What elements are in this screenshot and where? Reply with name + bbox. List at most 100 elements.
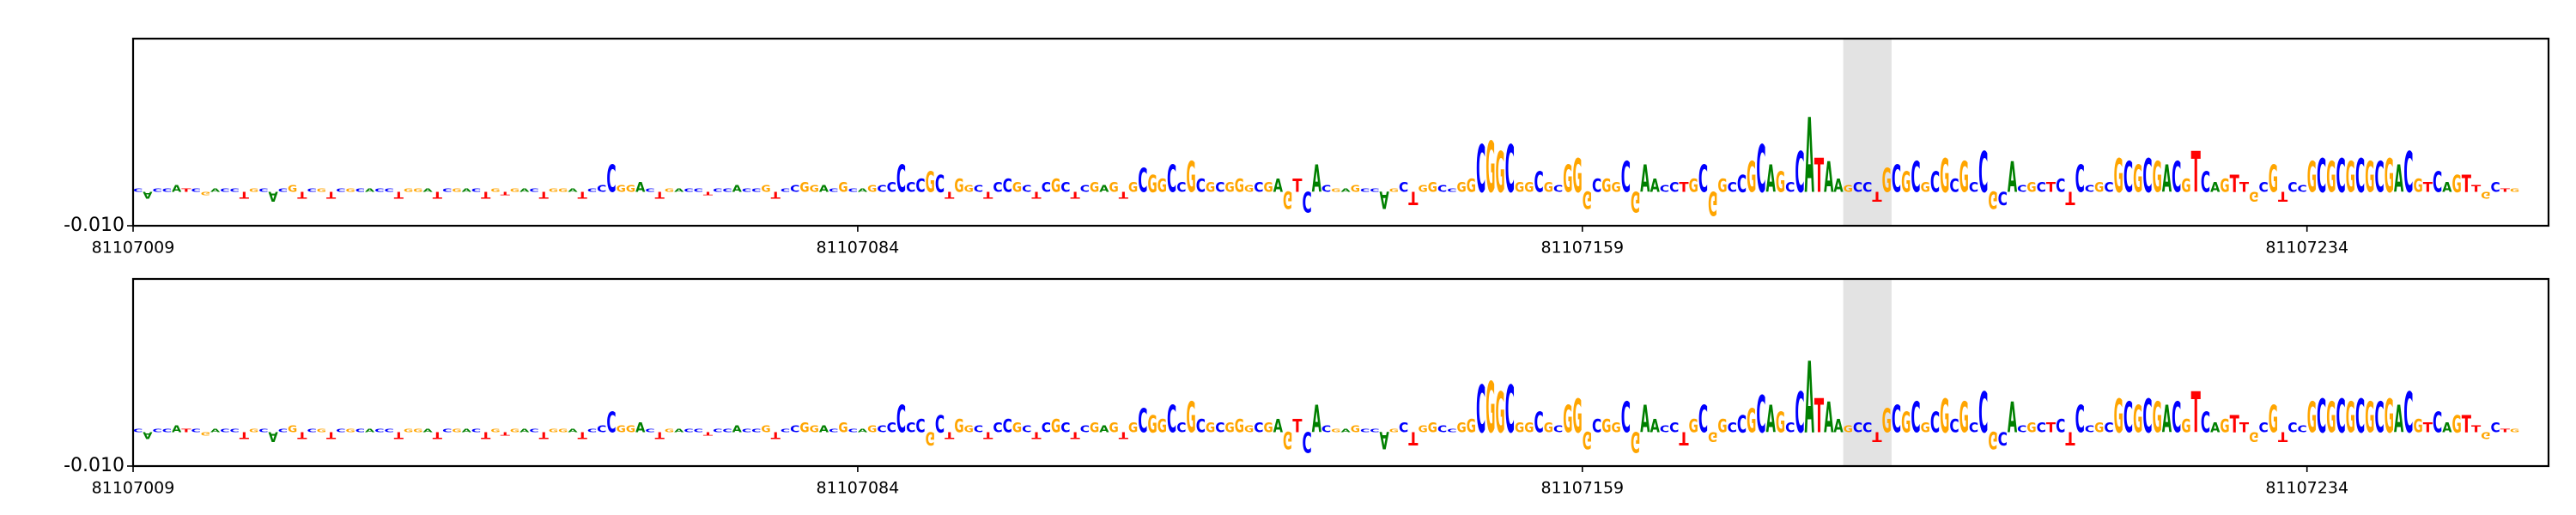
base-letter: G bbox=[1263, 419, 1273, 435]
base-letter: C bbox=[790, 184, 799, 195]
base-letter: C bbox=[2075, 158, 2085, 201]
base-letter: C bbox=[1621, 393, 1631, 443]
base-letter: G bbox=[2451, 411, 2461, 439]
base-letter: T bbox=[2046, 179, 2056, 195]
base-letter: C bbox=[2374, 153, 2384, 203]
base-letter: C bbox=[1360, 187, 1370, 192]
base-letter: A bbox=[674, 187, 684, 192]
base-letter: C bbox=[2403, 381, 2413, 446]
base-letter: C bbox=[694, 427, 704, 433]
base-letter: C bbox=[829, 427, 839, 433]
base-letter: C bbox=[1853, 179, 1862, 195]
base-letter: C bbox=[1534, 407, 1544, 439]
base-letter: G bbox=[201, 431, 210, 436]
base-letter: C bbox=[1911, 153, 1920, 203]
base-letter: C bbox=[887, 419, 896, 435]
base-letter: C bbox=[1321, 184, 1331, 195]
base-letter: A bbox=[819, 184, 829, 195]
base-letter: G bbox=[799, 419, 809, 435]
base-letter: A bbox=[2442, 179, 2452, 195]
base-letter: C bbox=[751, 187, 762, 192]
base-letter: A bbox=[2210, 419, 2221, 435]
base-letter: C bbox=[2258, 419, 2268, 435]
base-letter: G bbox=[1283, 426, 1292, 453]
base-letter: C bbox=[471, 187, 482, 192]
base-letter: G bbox=[2510, 427, 2519, 433]
base-letter: T bbox=[703, 191, 714, 196]
base-letter: C bbox=[471, 427, 482, 433]
base-letter: G bbox=[2365, 393, 2374, 443]
base-letter: T bbox=[501, 191, 511, 196]
base-letter: G bbox=[288, 424, 297, 435]
base-letter: G bbox=[1921, 179, 1930, 195]
base-letter: G bbox=[1351, 184, 1360, 195]
base-letter: A bbox=[732, 184, 743, 195]
base-letter: C bbox=[1042, 419, 1051, 435]
base-letter: G bbox=[1244, 184, 1254, 195]
base-letter: G bbox=[1515, 419, 1524, 435]
base-letter: G bbox=[1263, 179, 1273, 195]
base-letter: C bbox=[751, 427, 762, 433]
base-letter: G bbox=[2481, 189, 2490, 200]
base-letter: A bbox=[1805, 98, 1814, 217]
base-letter: T bbox=[1031, 189, 1042, 200]
base-letter: G bbox=[1331, 427, 1340, 433]
base-letter: C bbox=[1399, 419, 1408, 435]
base-letter: G bbox=[404, 427, 413, 433]
base-letter: T bbox=[2500, 427, 2511, 433]
base-letter: G bbox=[1524, 179, 1534, 195]
base-letter: G bbox=[2249, 428, 2258, 445]
base-letter: C bbox=[230, 187, 240, 192]
base-letter: G bbox=[1959, 153, 1969, 203]
base-letter: T bbox=[2471, 184, 2482, 195]
base-letter: T bbox=[1872, 188, 1881, 204]
base-letter: G bbox=[1428, 419, 1437, 435]
base-letter: C bbox=[887, 179, 896, 195]
base-letter: C bbox=[1930, 407, 1940, 439]
base-letter: A bbox=[2394, 398, 2404, 441]
base-letter: G bbox=[1147, 171, 1157, 198]
base-letter: T bbox=[2278, 188, 2287, 204]
base-letter: C bbox=[974, 424, 983, 435]
base-letter: G bbox=[1244, 424, 1254, 435]
base-letter: C bbox=[1698, 158, 1708, 201]
base-letter: C bbox=[2037, 179, 2046, 195]
base-letter: A bbox=[1766, 398, 1777, 441]
base-letter: G bbox=[1128, 419, 1138, 435]
base-letter: C bbox=[1505, 372, 1515, 448]
base-letter: A bbox=[1312, 158, 1322, 201]
base-letter: T bbox=[655, 429, 665, 440]
base-letter: G bbox=[1186, 393, 1195, 443]
base-letter: G bbox=[1485, 367, 1495, 448]
base-letter: T bbox=[481, 189, 491, 200]
base-letter: G bbox=[2413, 415, 2422, 437]
base-letter: C bbox=[1949, 174, 1959, 197]
base-letter: G bbox=[549, 187, 558, 192]
base-letter: A bbox=[674, 427, 684, 433]
base-letter: C bbox=[1042, 179, 1051, 195]
base-letter: C bbox=[1862, 419, 1872, 435]
base-letter: C bbox=[191, 187, 202, 192]
base-letter: G bbox=[799, 179, 809, 195]
base-letter: T bbox=[1679, 427, 1688, 450]
base-letter: T bbox=[1408, 187, 1418, 209]
base-letter: G bbox=[2451, 171, 2461, 198]
base-letter: G bbox=[1689, 415, 1698, 437]
base-letter: G bbox=[2220, 174, 2229, 197]
base-letter: A bbox=[365, 187, 375, 192]
base-letter: T bbox=[433, 429, 443, 440]
base-letter: C bbox=[906, 419, 915, 435]
base-letter: C bbox=[2172, 393, 2181, 443]
base-letter: C bbox=[1785, 179, 1795, 195]
base-letter: T bbox=[1031, 429, 1042, 440]
base-letter: G bbox=[1224, 179, 1234, 195]
base-letter: C bbox=[2017, 184, 2026, 195]
base-letter: C bbox=[2104, 419, 2113, 435]
base-letter: A bbox=[2394, 158, 2404, 201]
base-letter: G bbox=[665, 427, 674, 433]
base-letter: C bbox=[1592, 174, 1601, 197]
base-letter: G bbox=[1844, 184, 1853, 195]
base-letter: C bbox=[742, 427, 752, 433]
